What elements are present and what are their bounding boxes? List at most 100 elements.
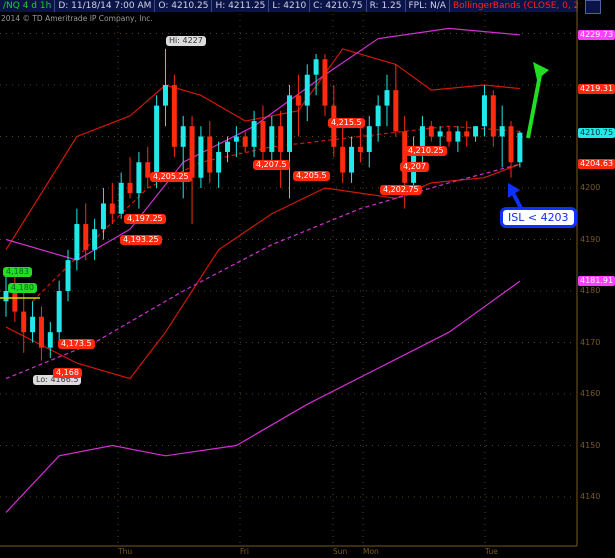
trade-label: 4,207 (400, 162, 429, 172)
price-tag: 4229.73 (578, 29, 615, 40)
price-tag: 4181.91 (578, 276, 615, 287)
candle-body (109, 203, 115, 214)
candle-body (118, 182, 124, 214)
candle-body (357, 146, 363, 152)
candle-body (74, 224, 80, 261)
candle-body (304, 74, 310, 106)
x-tick-label: Tue (485, 547, 498, 556)
green-arrow-icon (526, 74, 542, 139)
bar-high: H: 4211.25 (212, 0, 270, 12)
trade-label: 4,173.5 (58, 339, 95, 349)
candle-body (216, 151, 222, 173)
trade-label: 4,207.5 (253, 160, 290, 170)
candle-body (136, 162, 142, 194)
quote-header: /NQ 4 d 1h D: 11/18/14 7:00 AM O: 4210.2… (0, 0, 578, 12)
trade-label: 4,168 (53, 368, 82, 378)
candle-body (481, 95, 487, 127)
y-tick-label: 4180 (580, 286, 601, 295)
bar-date: D: 11/18/14 7:00 AM (55, 0, 156, 12)
candle-body (92, 229, 98, 250)
candle-body (83, 224, 89, 250)
study-label[interactable]: BollingerBands (CLOSE, 0, 25, -2.0, 2.0,… (450, 0, 578, 12)
candle-body (3, 291, 9, 302)
y-tick-label: 4150 (580, 440, 601, 450)
price-tag: 4219.31 (578, 83, 615, 94)
candle-body (322, 59, 328, 106)
candle-body (145, 162, 151, 178)
candle-body (278, 126, 284, 152)
price-tag: 4204.63 (578, 159, 615, 170)
trade-label: 4,197.25 (124, 214, 166, 224)
candle-body (375, 105, 381, 127)
candle-body (366, 126, 372, 152)
candle-body (287, 95, 293, 152)
candle-body (65, 260, 71, 291)
y-tick-label: 4200 (580, 183, 601, 192)
candle-body (446, 131, 452, 142)
candle-body (207, 136, 213, 173)
bar-low: L: 4210 (269, 0, 311, 12)
y-tick-label: 4190 (580, 234, 601, 244)
candle-body (56, 291, 62, 333)
candle-body (384, 90, 390, 106)
trade-label: 4,215.5 (328, 118, 365, 128)
candle-body (349, 146, 355, 173)
hi-label: Hi: 4227 (166, 36, 206, 46)
candle-body (340, 146, 346, 173)
candle-body (189, 126, 195, 178)
candle-body (437, 131, 443, 137)
y-tick-label: 4170 (580, 337, 601, 347)
candle-body (313, 59, 319, 75)
x-tick-label: Sun (333, 547, 348, 556)
candle-body (38, 316, 44, 348)
band-magenta-middle (5, 163, 521, 380)
candle-body (490, 95, 496, 137)
candle-body (12, 291, 18, 312)
trade-label: 4,193.25 (120, 235, 162, 245)
candle-body (455, 131, 461, 142)
copyright: 2014 © TD Ameritrade IP Company, Inc. (1, 14, 153, 23)
trade-label: 4,202.75 (380, 185, 422, 195)
candle-body (499, 126, 505, 137)
candle-body (508, 126, 514, 163)
price-tag: 4210.75 (578, 127, 615, 138)
candle-body (100, 203, 106, 230)
candle-body (393, 90, 399, 132)
x-tick-label: Mon (363, 547, 379, 556)
candle-body (171, 85, 177, 147)
isl-note: ISL < 4203 (500, 207, 577, 228)
blue-arrowhead-icon (508, 183, 520, 198)
candle-body (464, 131, 470, 137)
candle-body (154, 105, 160, 178)
candle-body (30, 316, 36, 333)
bar-close: C: 4210.75 (310, 0, 367, 12)
candle-body (47, 332, 53, 348)
candle-body (295, 95, 301, 106)
trade-label: 4,210.25 (405, 146, 447, 156)
symbol[interactable]: /NQ 4 d 1h (0, 0, 56, 12)
fpl: FPL: N/A (406, 0, 450, 12)
bar-open: O: 4210.25 (155, 0, 213, 12)
candle-body (428, 126, 434, 137)
candle-body (260, 121, 266, 152)
x-tick-label: Fri (240, 547, 249, 556)
x-tick-label: Thu (118, 547, 133, 556)
trade-label: 4,180 (8, 283, 37, 293)
bar-range: R: 1.25 (367, 0, 406, 12)
trade-label: 4,205.25 (150, 172, 192, 182)
candle-body (233, 136, 239, 142)
chart-settings-icon[interactable] (585, 0, 601, 14)
candle-body (517, 132, 523, 163)
candle-body (402, 131, 408, 183)
candle-body (180, 126, 186, 147)
lo-label: Lo: 4166.5 (33, 375, 82, 385)
green-arrowhead-icon (533, 62, 549, 80)
candle-body (21, 311, 27, 333)
candle-body (162, 85, 168, 106)
candle-body (225, 141, 230, 152)
candle-body (473, 126, 479, 137)
y-tick-label: 4160 (580, 389, 601, 398)
trade-label: 4,205.5 (293, 171, 330, 181)
candle-body (198, 136, 204, 178)
